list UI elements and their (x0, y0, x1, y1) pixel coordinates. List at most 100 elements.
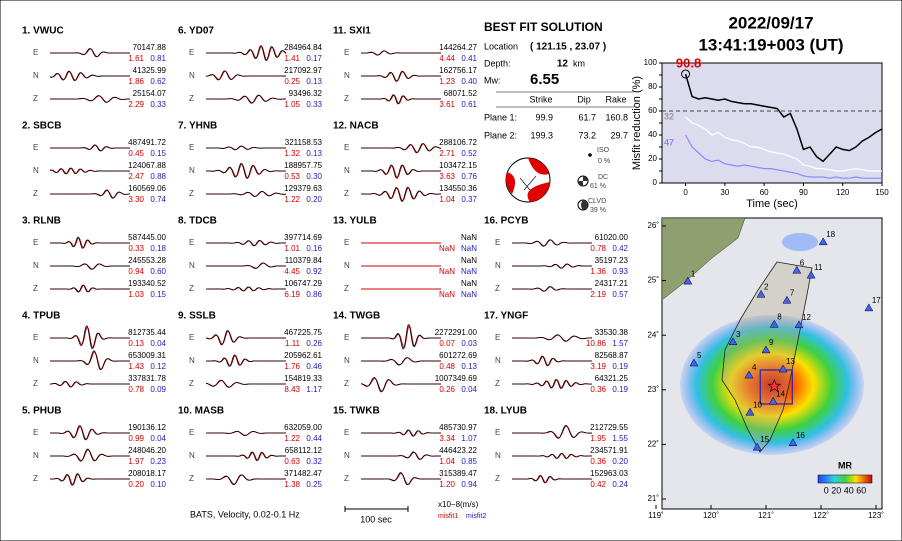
misfit2: 0.04 (150, 339, 166, 348)
misfit1: NaN (439, 267, 455, 276)
station-number: 15 (760, 435, 769, 444)
misfit2: 1.17 (306, 385, 322, 394)
observed-trace (50, 284, 130, 293)
observed-trace (361, 357, 441, 366)
plane-label: Plane 1: (484, 112, 517, 122)
component: N (495, 356, 501, 365)
observed-trace (206, 474, 286, 486)
component: Z (33, 94, 38, 103)
amplitude: 601272.69 (439, 351, 477, 360)
misfit2: 0.32 (306, 457, 322, 466)
colorbar-labels: 0 20 40 60 (824, 485, 867, 495)
observed-trace (206, 190, 287, 198)
observed-trace (205, 379, 286, 388)
misfit2: 0.15 (150, 149, 166, 158)
dc-icon (577, 175, 589, 187)
plane-value: 29.7 (610, 130, 628, 140)
misfit1: 4.45 (284, 267, 300, 276)
misfit2: 1.07 (461, 434, 477, 443)
station-label: 1. VWUC (22, 26, 64, 37)
station-marker (745, 407, 755, 416)
lat-label: 22˚ (647, 440, 659, 449)
y-tick-label: 80 (648, 82, 657, 91)
station-label: 2. SBCB (22, 121, 61, 132)
observed-trace (50, 350, 130, 371)
component-value: 39 % (590, 207, 606, 214)
component: Z (33, 189, 38, 198)
station-marker (864, 303, 874, 312)
station-label: 17. YNGF (484, 311, 528, 322)
amplitude: 587445.00 (128, 233, 166, 242)
misfit1: 1.01 (284, 244, 300, 253)
amplitude: 653009.31 (128, 351, 166, 360)
component: Z (495, 284, 500, 293)
amplitude: 160569.06 (128, 184, 166, 193)
amplitude: NaN (461, 256, 477, 265)
component: N (189, 166, 195, 175)
x-tick-label: 0 (683, 188, 688, 197)
map: MR 0 20 40 60 119˚ 120˚ 121˚ 122˚ 123˚21˚22˚… (647, 217, 884, 520)
misfit1: 1.95 (590, 434, 606, 443)
station-marker (792, 265, 802, 274)
amplitude: 106747.29 (284, 279, 322, 288)
annotation: 32 (664, 111, 674, 121)
x-tick-label: 30 (720, 188, 729, 197)
component-label: CLVD (588, 198, 606, 205)
amplitude: 61020.00 (595, 233, 629, 242)
station-marker (683, 276, 693, 285)
amplitude: 93496.32 (289, 89, 323, 98)
amplitude: 41325.99 (133, 66, 167, 75)
misfit1: 10.86 (586, 339, 607, 348)
misfit2: 0.37 (461, 195, 477, 204)
component: N (495, 261, 501, 270)
y-axis-label: Misfit reduction (%) (631, 76, 643, 170)
amplitude: 485730.97 (439, 423, 477, 432)
observed-trace (50, 448, 130, 462)
beachball (505, 157, 551, 203)
misfit1: 0.53 (284, 172, 300, 181)
station-marker (761, 345, 771, 354)
component: Z (495, 379, 500, 388)
mr-field (782, 233, 818, 251)
mw: 6.55 (530, 71, 559, 88)
component: N (189, 356, 195, 365)
misfit1: 0.33 (128, 244, 144, 253)
observed-trace (206, 240, 287, 247)
station-number: 14 (776, 389, 785, 398)
misfit1: 0.25 (284, 77, 300, 86)
misfit1: 2.19 (590, 290, 606, 299)
station-number: 1 (691, 269, 696, 278)
taiwan (721, 261, 813, 453)
misfit2: 0.81 (150, 54, 166, 63)
component: N (344, 261, 350, 270)
depth: 12 (557, 59, 569, 70)
time: 13:41:19+003 (UT) (698, 35, 843, 54)
amplitude: 144264.27 (439, 43, 477, 52)
plane-value: 61.7 (578, 112, 596, 122)
misfit2: 0.88 (150, 172, 166, 181)
observed-trace (512, 355, 592, 367)
amplitude: 1007349.69 (435, 374, 478, 383)
misfit2: 0.41 (461, 54, 477, 63)
station-number: 11 (814, 263, 823, 272)
component: N (33, 451, 39, 460)
component: E (495, 333, 500, 342)
misfit1: 0.13 (128, 339, 144, 348)
colorbar (817, 474, 873, 484)
observed-trace (361, 164, 441, 179)
y-tick-label: 100 (644, 58, 658, 67)
station-label: 10. MASB (178, 406, 224, 417)
component: Z (344, 379, 349, 388)
misfit2: 0.16 (306, 244, 322, 253)
plane-value: 73.2 (578, 130, 596, 140)
depth-label: Depth: (484, 58, 511, 68)
amplitude: 217092.97 (284, 66, 322, 75)
station-label: 6. YD07 (178, 26, 214, 37)
station-label: 13. YULB (333, 216, 377, 227)
component: E (344, 428, 349, 437)
component: N (344, 71, 350, 80)
column-header: Strike (529, 94, 552, 104)
amplitude: 70147.88 (133, 43, 167, 52)
station-marker (689, 358, 699, 367)
component: E (33, 333, 38, 342)
